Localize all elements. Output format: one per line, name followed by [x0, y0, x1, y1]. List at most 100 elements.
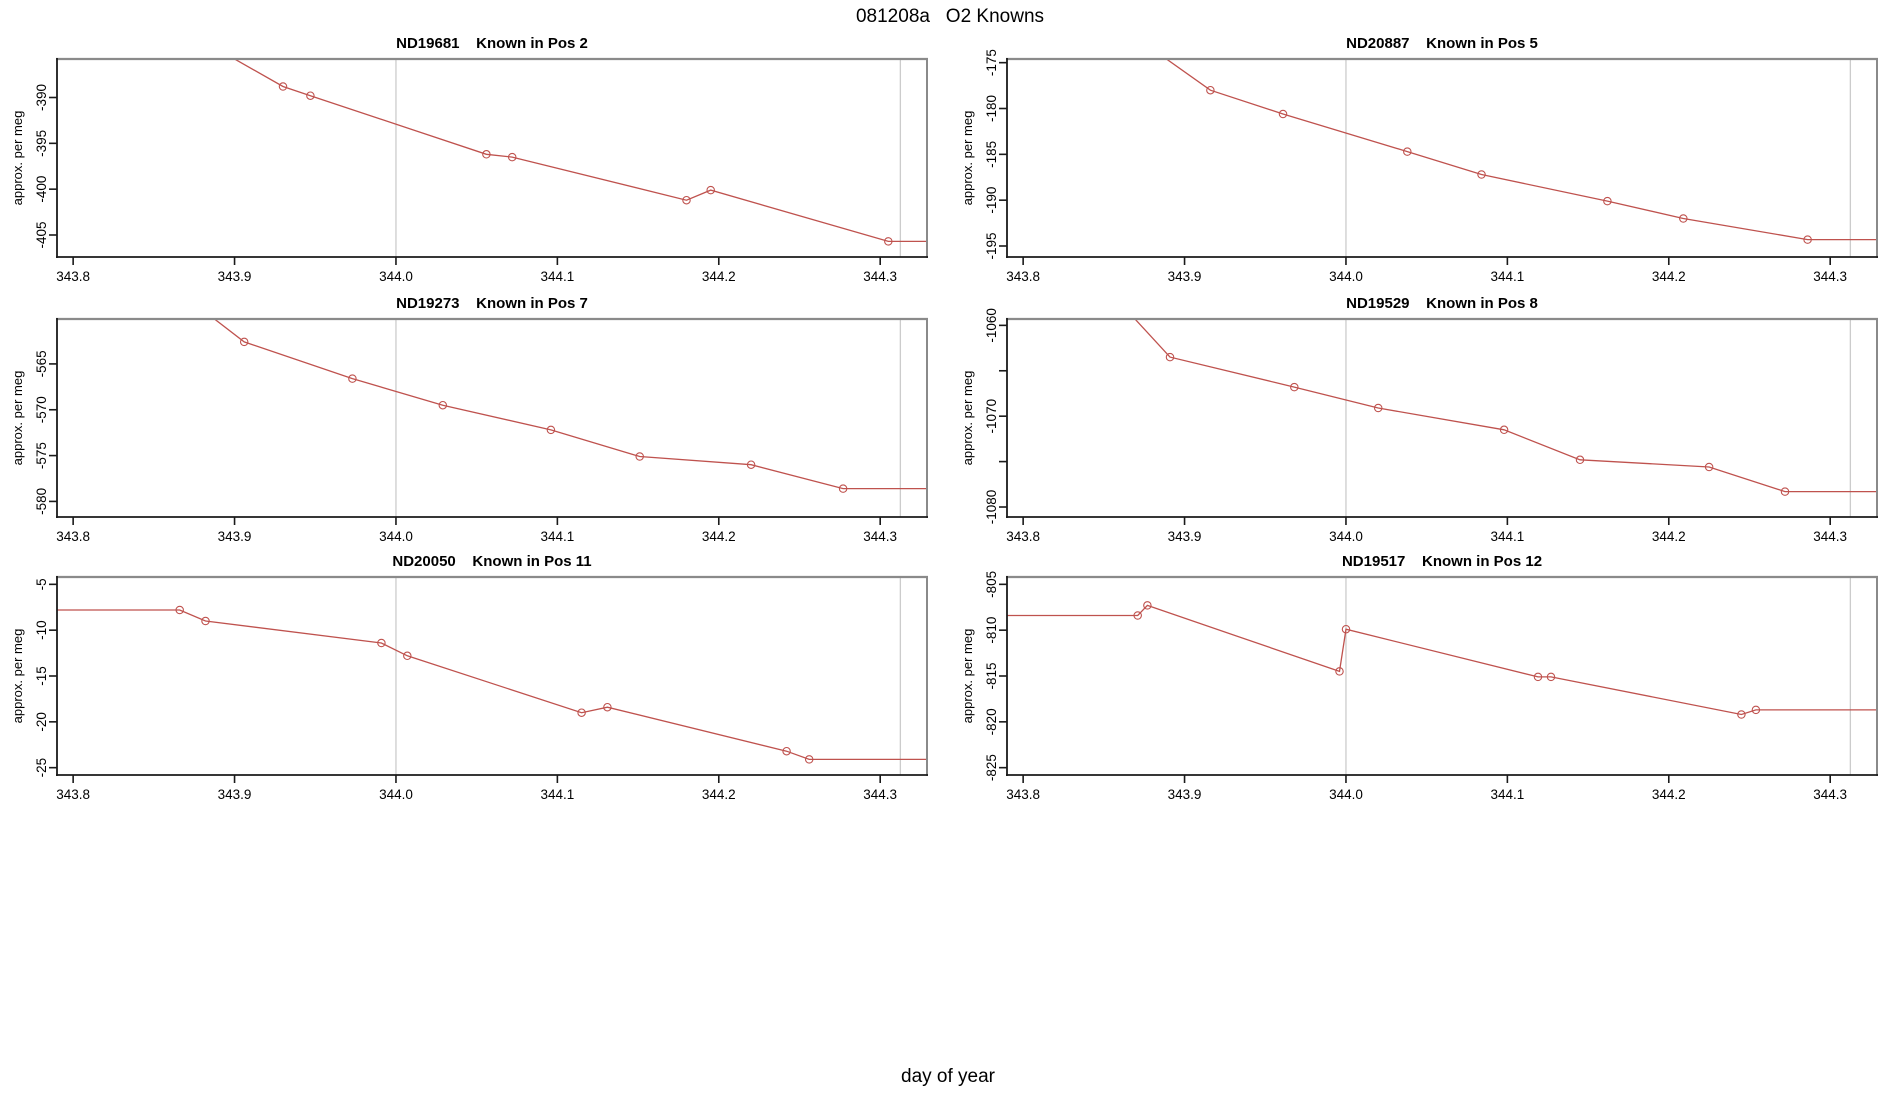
axes: 343.8 343.9 344.0 344.1 344.2 344.3 -1060 -1070…: [984, 308, 1847, 544]
x-tick-label: 343.9: [1168, 269, 1202, 284]
x-tick-label: 344.3: [863, 787, 897, 802]
y-tick-label: -820: [984, 708, 999, 735]
x-tick-label: 344.0: [1329, 269, 1363, 284]
data-point-marker: [1477, 170, 1486, 179]
data-point-marker: [175, 605, 184, 615]
data-point-marker: [804, 755, 814, 764]
data-point-marker: [438, 400, 448, 410]
subplot-nd19273-pos7: ND19273 Known in Pos 7 approx. per meg 3…: [0, 290, 950, 552]
data-point-marker: [1341, 624, 1351, 634]
y-tick-label: -5: [34, 578, 49, 590]
data-point-marker: [306, 91, 315, 100]
data-point-marker: [1751, 705, 1761, 715]
x-tick-label: 344.3: [863, 529, 897, 544]
x-tick-label: 344.0: [1329, 529, 1363, 544]
plot-canvas: 343.8 343.9 344.0 344.1 344.2 344.3 -805 -810 -8…: [984, 571, 1878, 802]
data-point-marker: [278, 82, 288, 91]
data-point-marker: [1143, 601, 1152, 610]
x-tick-label: 344.2: [1652, 787, 1686, 802]
y-tick-label: -805: [984, 571, 999, 598]
y-tick-label: -25: [34, 758, 49, 778]
x-tick-label: 344.0: [379, 787, 413, 802]
data-series: [213, 319, 927, 493]
data-point-marker: [1403, 147, 1412, 156]
data-series: [1007, 601, 1877, 719]
y-tick-label: -580: [34, 488, 49, 515]
plot-box: [1006, 317, 1878, 518]
x-tick-label: 343.8: [56, 529, 90, 544]
y-tick-label: -570: [34, 396, 49, 423]
y-tick-label: -185: [984, 141, 999, 168]
axes: 343.8 343.9 344.0 344.1 344.2 344.3 -390 -395 -4…: [34, 84, 897, 284]
data-point-marker: [546, 425, 556, 435]
ref-lines: [395, 577, 902, 775]
x-tick-label: 344.1: [540, 529, 574, 544]
x-tick-label: 344.0: [379, 269, 413, 284]
y-tick-label: -390: [34, 84, 49, 111]
axes: 343.8 343.9 344.0 344.1 344.2 344.3 -565 -570 -5…: [34, 350, 897, 544]
x-tick-label: 344.1: [540, 787, 574, 802]
ref-lines: [1345, 577, 1852, 775]
data-point-marker: [1499, 425, 1509, 435]
x-tick-label: 344.0: [1329, 787, 1363, 802]
y-tick-label: -825: [984, 754, 999, 781]
data-point-marker: [1278, 109, 1288, 119]
subplot-title: ND20050 Known in Pos 11: [392, 553, 592, 570]
data-point-marker: [507, 152, 517, 162]
ref-lines: [395, 59, 902, 257]
data-point-marker: [1533, 672, 1543, 682]
x-axis-label-shared: day of year: [901, 1066, 995, 1087]
axes: 343.8 343.9 344.0 344.1 344.2 344.3 -805 -810 -8…: [984, 571, 1847, 802]
y-tick-label: -1080: [984, 490, 999, 525]
data-point-marker: [1373, 403, 1383, 413]
data-point-marker: [782, 746, 791, 756]
data-line: [213, 319, 927, 490]
y-tick-label: -405: [34, 221, 49, 248]
data-point-marker: [635, 452, 644, 461]
x-tick-label: 344.1: [1490, 269, 1524, 284]
data-point-marker: [1803, 235, 1812, 244]
x-tick-label: 343.8: [1006, 529, 1040, 544]
x-tick-label: 343.9: [218, 787, 252, 802]
x-tick-label: 344.2: [1652, 269, 1686, 284]
plot-canvas: 343.8 343.9 344.0 344.1 344.2 344.3 -5 -10 -15 -2…: [34, 575, 928, 802]
axes: 343.8 343.9 344.0 344.1 344.2 344.3 -5 -10 -15 -2…: [34, 578, 897, 802]
plot-box: [56, 575, 928, 776]
subplot-title: ND20887 Known in Pos 5: [1346, 35, 1538, 52]
x-tick-label: 344.2: [702, 269, 736, 284]
data-point-marker: [1546, 672, 1556, 682]
x-tick-label: 344.2: [1652, 529, 1686, 544]
x-tick-label: 344.3: [1813, 529, 1847, 544]
data-line: [233, 59, 927, 243]
data-point-marker: [1704, 462, 1714, 472]
data-point-marker: [201, 616, 210, 626]
data-series: [1165, 59, 1877, 244]
data-point-marker: [239, 337, 249, 347]
y-tick-label: -400: [34, 176, 49, 203]
data-point-marker: [706, 185, 715, 195]
data-series: [57, 605, 927, 764]
x-tick-label: 344.0: [379, 529, 413, 544]
data-series: [233, 59, 927, 246]
x-tick-label: 343.9: [1168, 787, 1202, 802]
x-tick-label: 344.2: [702, 529, 736, 544]
data-point-marker: [1165, 352, 1175, 362]
data-series: [1134, 319, 1877, 496]
data-point-marker: [348, 374, 357, 383]
y-tick-label: -20: [34, 712, 49, 732]
data-point-marker: [577, 708, 586, 717]
subplot-nd20050-pos11: ND20050 Known in Pos 11 approx. per meg …: [0, 548, 950, 810]
x-tick-label: 344.2: [702, 787, 736, 802]
y-tick-label: -175: [984, 49, 999, 76]
subplot-title: ND19529 Known in Pos 8: [1346, 295, 1538, 312]
x-tick-label: 343.8: [1006, 269, 1040, 284]
y-tick-label: -195: [984, 232, 999, 259]
y-tick-label: -565: [34, 350, 49, 377]
data-point-marker: [1290, 382, 1299, 392]
y-tick-label: -395: [34, 130, 49, 157]
data-line: [1007, 604, 1877, 716]
subplot-nd20887-pos5: ND20887 Known in Pos 5 approx. per meg 3…: [950, 30, 1900, 292]
plot-box: [56, 57, 928, 258]
subplot-nd19529-pos8: ND19529 Known in Pos 8 approx. per meg 3…: [950, 290, 1900, 552]
y-tick-label: -1060: [984, 308, 999, 343]
